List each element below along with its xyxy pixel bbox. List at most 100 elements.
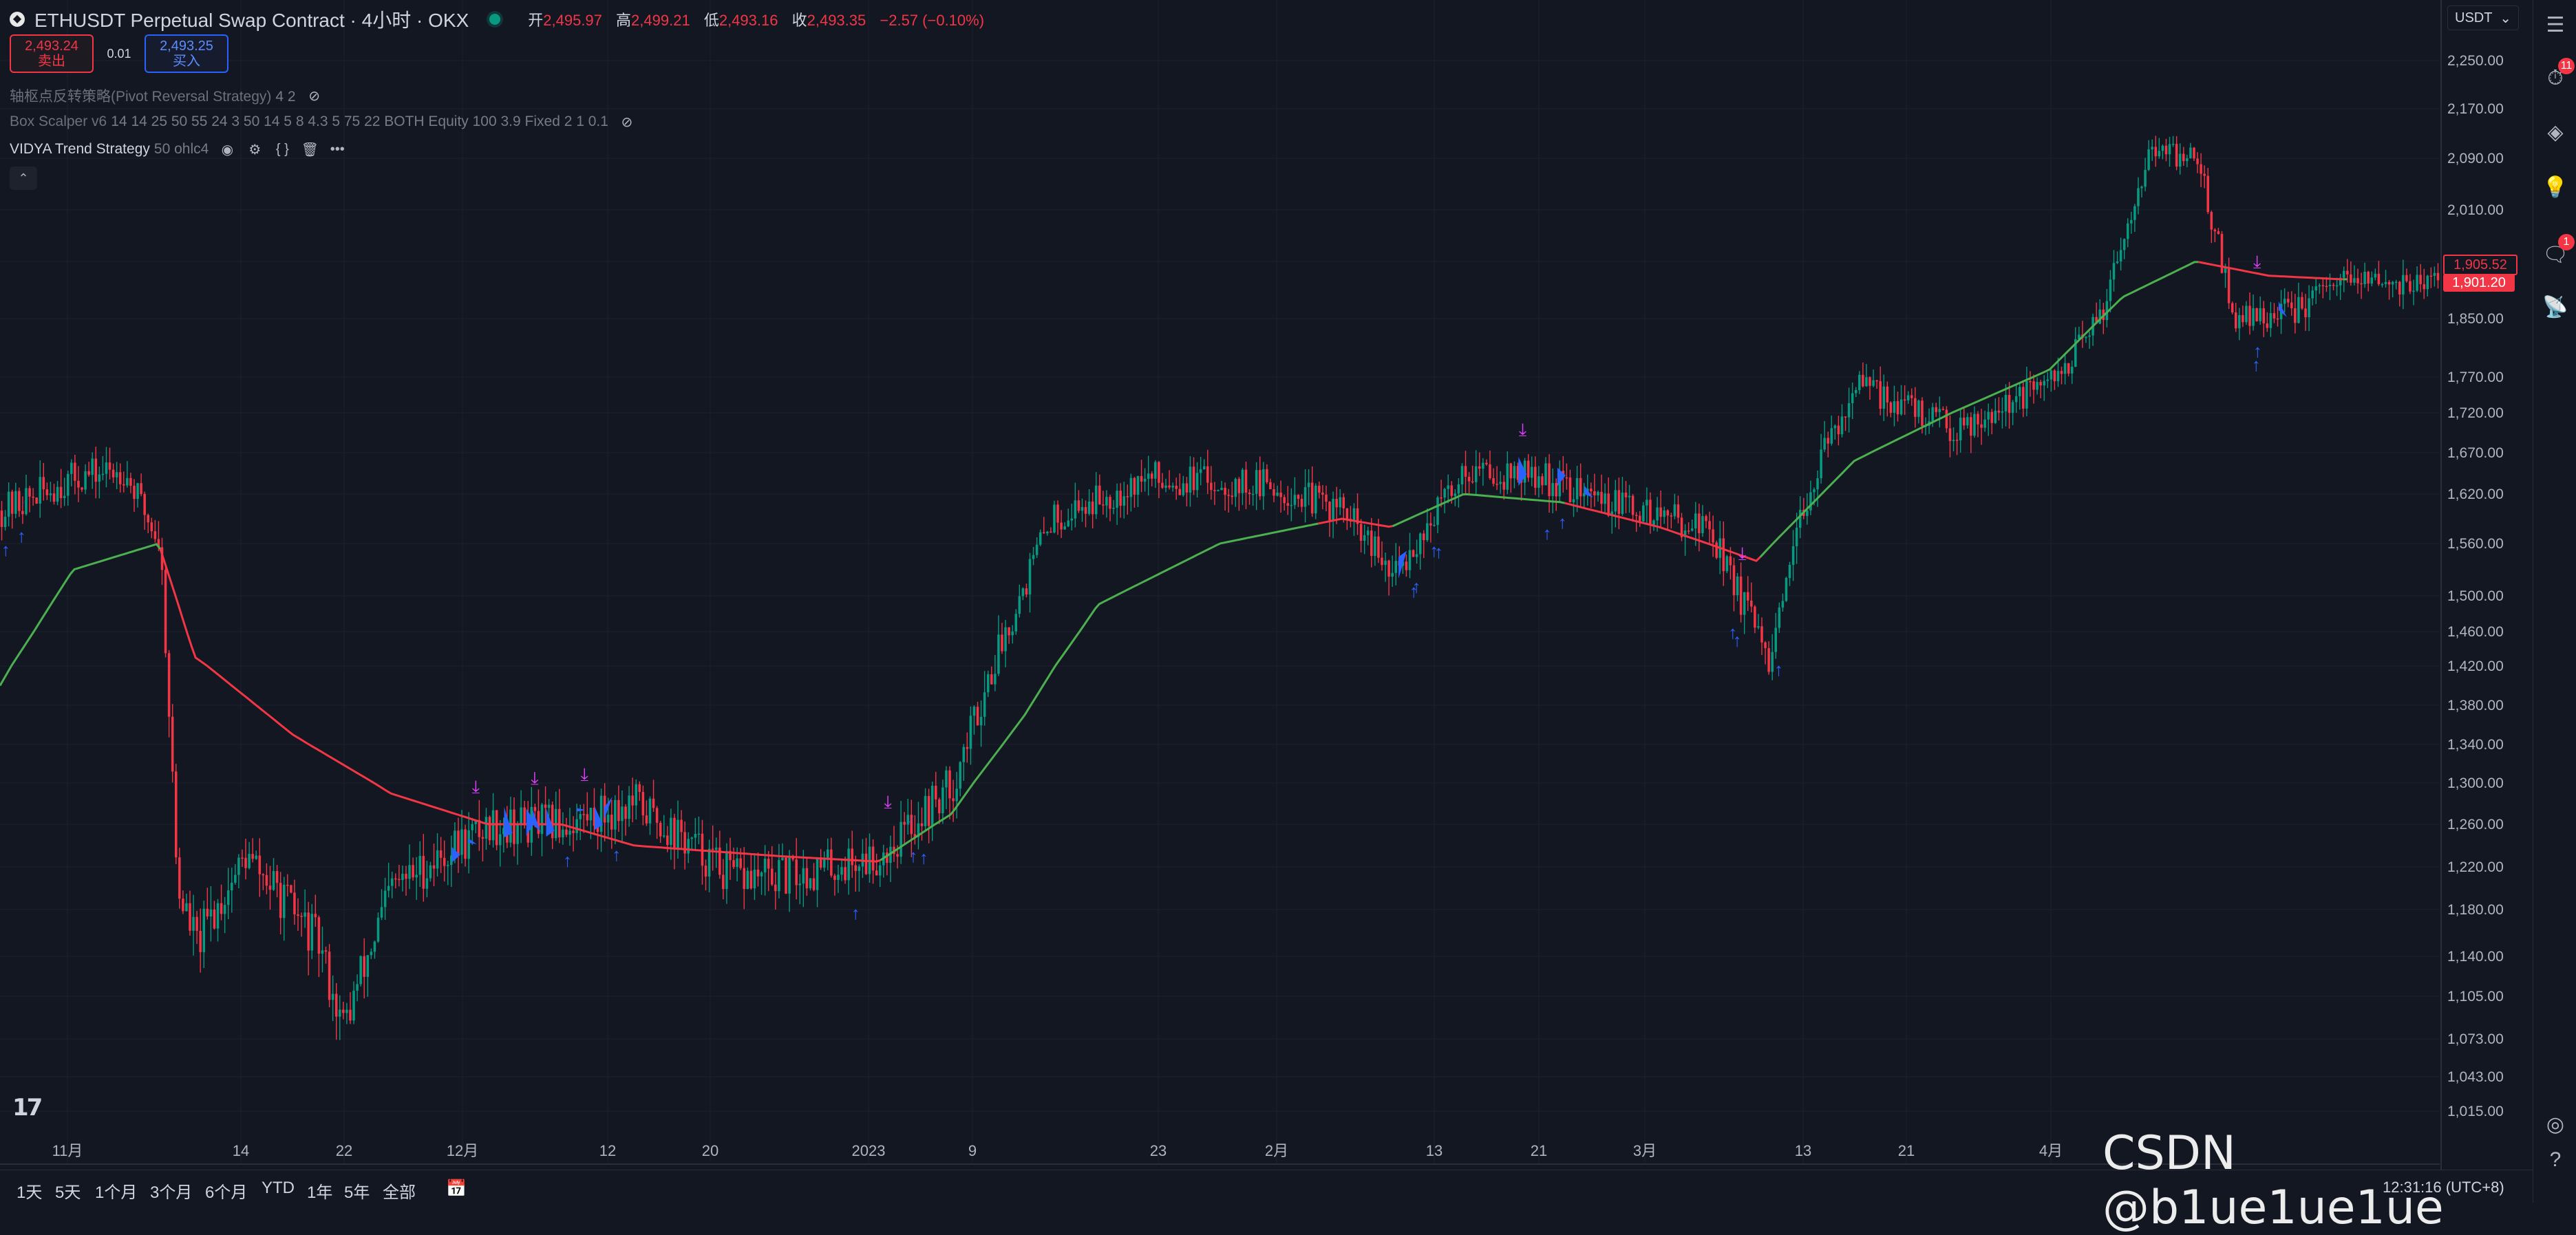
range-5y[interactable]: 5年 (344, 1183, 370, 1202)
price-tick-label: 1,720.00 (2447, 405, 2504, 421)
candle-body (837, 874, 840, 880)
long-arrow-icon: ↑ (612, 844, 621, 865)
candle-body (2374, 273, 2377, 278)
candle-body (875, 870, 878, 876)
candle-body (1910, 395, 1913, 398)
price-label: 1,905.52 (2443, 255, 2518, 275)
range-1y[interactable]: 1年 (307, 1183, 333, 1202)
tradingview-logo-icon[interactable]: 𝟭𝟳 (12, 1095, 43, 1121)
help-icon[interactable]: ? (2549, 1148, 2562, 1171)
range-all[interactable]: 全部 (383, 1183, 416, 1202)
long-arrow-icon: ↑ (1412, 576, 1421, 597)
candle-body (2360, 283, 2363, 285)
collapse-legend-button[interactable]: ⌃ (10, 167, 37, 190)
clock[interactable]: 12:31:16 (UTC+8) (2383, 1179, 2504, 1196)
broadcast-icon[interactable]: 📡 (2542, 295, 2568, 319)
buy-button[interactable]: 2,493.25 买入 (145, 34, 228, 73)
delete-icon[interactable]: 🗑 (301, 142, 319, 158)
indicator-vidya[interactable]: VIDYA Trend Strategy 50 ohlc4 ◉ ⚙ { } 🗑 •… (10, 140, 346, 158)
candle-body (1279, 492, 1282, 497)
candle-body (7, 491, 10, 517)
candle-body (1004, 627, 1007, 652)
more-icon[interactable]: ••• (330, 141, 345, 157)
candle-body (192, 916, 195, 931)
settings-icon[interactable]: ⚙ (248, 142, 262, 158)
ideas-bulb-icon[interactable]: 💡 (2542, 175, 2568, 199)
candle-body (2304, 308, 2307, 318)
candle-body (2001, 411, 2004, 413)
candle-body (1624, 492, 1628, 497)
alert-clock-icon[interactable]: ⏱ 11 (2540, 58, 2575, 94)
chat-icon[interactable]: 🗨 1 (2540, 234, 2575, 270)
candle-body (1328, 502, 1331, 521)
candle-body (2046, 379, 2050, 381)
candle-body (878, 865, 882, 876)
candle-body (1237, 479, 1241, 493)
short-arrow-icon: ⤓ (1519, 419, 1527, 440)
candle-body (1708, 521, 1711, 530)
candle-body (1147, 473, 1150, 479)
indicator-box-scalper[interactable]: Box Scalper v6 14 14 25 50 55 24 3 50 14 … (10, 113, 636, 131)
watchlist-icon[interactable]: ☰ (2546, 13, 2565, 36)
candle-body (52, 493, 56, 502)
candle-body (147, 515, 150, 523)
candle-body (896, 854, 899, 857)
candle-body (290, 885, 292, 893)
candle-body (1977, 414, 1979, 425)
candle-body (2078, 334, 2080, 339)
range-1m[interactable]: 1个月 (95, 1183, 138, 1202)
long-arrow-icon: ↑ (1728, 622, 1737, 643)
price-tick-label: 2,250.00 (2447, 53, 2504, 69)
sell-button[interactable]: 2,493.24 卖出 (10, 34, 94, 73)
candle-body (94, 458, 98, 482)
candle-body (1227, 495, 1230, 496)
date-range-calendar-icon[interactable]: 📅 (446, 1179, 467, 1198)
candle-body (2353, 278, 2356, 283)
candle-body (275, 871, 279, 883)
range-3m[interactable]: 3个月 (150, 1183, 193, 1202)
candle-body (1195, 473, 1199, 491)
range-5d[interactable]: 5天 (55, 1183, 81, 1202)
candle-body (1690, 528, 1694, 531)
candle-body (342, 1009, 345, 1013)
eth-coin-icon: ◆ (10, 12, 25, 27)
candle-body (1293, 495, 1297, 505)
candle-body (677, 819, 679, 848)
range-6m[interactable]: 6个月 (205, 1183, 248, 1202)
layers-icon[interactable]: ◈ (2547, 120, 2564, 144)
source-code-icon[interactable]: { } (275, 141, 289, 157)
hidden-eye-icon[interactable]: ⊘ (621, 114, 633, 130)
candle-body (900, 821, 902, 857)
candle-body (2088, 335, 2091, 337)
target-icon[interactable]: ◎ (2546, 1113, 2565, 1136)
candle-body (383, 890, 387, 908)
candle-body (2147, 149, 2150, 170)
candle-body (77, 480, 80, 488)
symbol-title[interactable]: ETHUSDT Perpetual Swap Contract · 4小时 · … (34, 10, 469, 31)
candle-body (1021, 588, 1025, 597)
hidden-eye-icon[interactable]: ⊘ (308, 88, 320, 104)
candle-body (697, 833, 701, 835)
candle-body (1206, 466, 1209, 483)
range-1d[interactable]: 1天 (17, 1183, 43, 1202)
price-chart[interactable]: ↑↑⤓⤓↑⤓↑↑⤓↑↑↑↑↑↑↑⤓↑↑↑⤓↑⤓↑↑ 2,250.002,170.… (0, 0, 2576, 1203)
candle-body (105, 462, 108, 474)
candle-body (1056, 504, 1059, 523)
candle-body (2130, 219, 2133, 224)
indicator-pivot-reversal[interactable]: 轴枢点反转策略(Pivot Reversal Strategy) 4 2 ⊘ (10, 85, 323, 106)
eye-icon[interactable]: ◉ (221, 142, 234, 158)
candle-body (1269, 482, 1272, 490)
entry-triangle-icon (1736, 583, 1745, 597)
candle-body (833, 875, 836, 880)
entry-triangle-icon (504, 806, 513, 838)
candle-body (1345, 508, 1349, 519)
candle-body (502, 828, 505, 835)
candle-body (648, 798, 652, 824)
time-tick-label: 13 (1795, 1142, 1811, 1159)
time-tick-label: 12月 (447, 1142, 478, 1159)
candle-body (2008, 394, 2011, 413)
range-ytd[interactable]: YTD (262, 1179, 295, 1197)
entry-triangle-icon (451, 847, 460, 863)
last-price-label: 1,901.20 (2443, 274, 2515, 292)
currency-selector[interactable]: USDT ⌄ (2447, 6, 2519, 30)
